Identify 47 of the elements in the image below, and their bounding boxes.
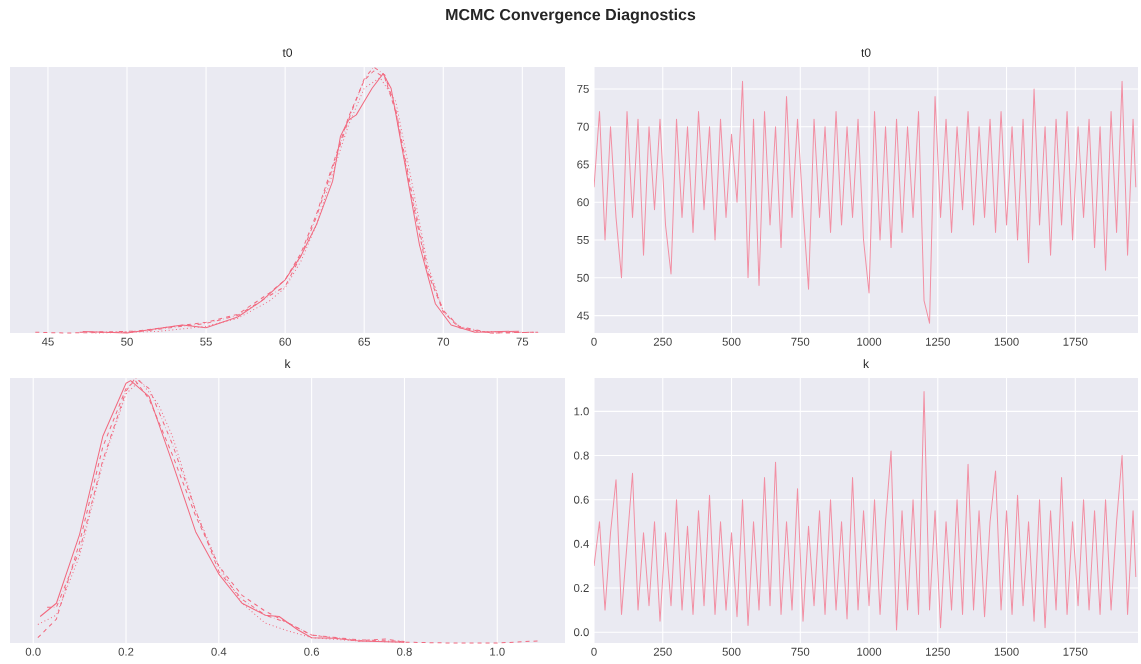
x-tick-label: 0 — [591, 337, 597, 346]
y-tick-label: 50 — [577, 273, 589, 282]
x-tick-label: 1500 — [994, 337, 1019, 346]
x-tick-label: 1500 — [994, 647, 1019, 656]
x-tick-label: 0.0 — [25, 647, 41, 656]
x-tick-label: 0.6 — [304, 647, 320, 656]
x-tick-label: 1.0 — [490, 647, 505, 656]
x-tick-label: 750 — [791, 647, 810, 656]
x-tick-label: 500 — [722, 647, 741, 656]
y-tick-label: 65 — [577, 160, 589, 169]
x-tick-label: 0 — [591, 647, 597, 656]
x-tick-label: 75 — [516, 337, 529, 346]
chart-title: k — [285, 359, 291, 368]
x-tick-label: 55 — [200, 337, 212, 346]
x-tick-label: 1250 — [926, 337, 950, 346]
y-tick-label: 0.4 — [573, 539, 589, 548]
y-tick-label: 75 — [577, 84, 589, 93]
x-tick-label: 1000 — [857, 647, 882, 656]
y-tick-label: 45 — [576, 311, 589, 320]
x-tick-label: 70 — [437, 337, 450, 346]
x-tick-label: 1750 — [1063, 337, 1088, 346]
chart-title: t0 — [861, 48, 871, 57]
y-tick-label: 0.0 — [573, 628, 589, 637]
y-tick-label: 0.8 — [573, 451, 589, 460]
x-tick-label: 60 — [279, 337, 291, 346]
x-tick-label: 1250 — [926, 647, 950, 656]
y-tick-label: 1.0 — [574, 407, 589, 416]
y-tick-label: 60 — [577, 198, 589, 207]
x-tick-label: 65 — [358, 337, 371, 346]
y-tick-label: 55 — [577, 236, 589, 244]
x-tick-label: 1750 — [1063, 647, 1088, 656]
x-tick-label: 50 — [121, 337, 133, 346]
x-tick-label: 750 — [791, 337, 810, 346]
x-tick-label: 0.2 — [118, 647, 134, 656]
x-tick-label: 250 — [653, 337, 672, 346]
x-tick-label: 250 — [653, 647, 672, 656]
x-tick-label: 45 — [41, 337, 54, 346]
x-tick-label: 500 — [722, 337, 741, 346]
y-tick-label: 0.2 — [573, 584, 589, 593]
chart-title: t0 — [282, 48, 293, 57]
x-tick-label: 0.4 — [211, 647, 227, 656]
y-tick-label: 70 — [577, 122, 589, 131]
text: MCMC Convergence Diagnostics — [446, 8, 696, 24]
x-tick-label: 0.8 — [397, 647, 412, 656]
x-tick-label: 1000 — [857, 337, 882, 346]
y-tick-label: 0.6 — [573, 495, 589, 504]
chart-title: k — [863, 359, 870, 368]
